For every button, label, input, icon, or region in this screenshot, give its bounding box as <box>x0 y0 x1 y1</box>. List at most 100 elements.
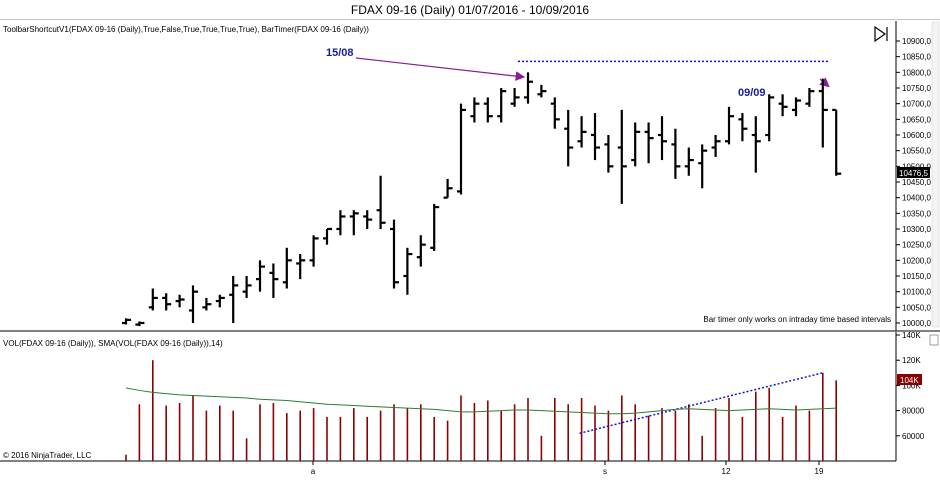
price-y-axis: 10900,0 10850,0 10800,0 10750,0 10700,0 10650… <box>896 37 931 328</box>
ohlc-bar <box>349 210 359 236</box>
ohlc-bar <box>202 297 212 311</box>
ohlc-bar <box>256 260 265 292</box>
x-tick-label: 12 <box>722 467 731 476</box>
ohlc-bar <box>537 84 547 98</box>
ohlc-bar <box>363 210 373 229</box>
volume-trend-line <box>579 372 823 435</box>
last-price-text: 10476,5 <box>899 169 928 178</box>
ohlc-bar <box>658 116 667 161</box>
ohlc-bar <box>282 247 292 289</box>
ohlc-bar <box>470 97 480 123</box>
ohlc-bar <box>323 227 332 245</box>
annotation-15-08: 15/08 <box>326 47 354 59</box>
arrow-15-08 <box>355 57 526 81</box>
ohlc-bar <box>550 97 560 129</box>
ohlc-bar <box>483 97 493 123</box>
ohlc-bar <box>524 72 533 104</box>
price-tick-label: 10750,0 <box>902 84 931 93</box>
ohlc-bar <box>577 116 587 148</box>
volume-panel-toggle-icon[interactable] <box>929 334 939 346</box>
price-bars <box>122 72 842 327</box>
ohlc-bar <box>497 88 507 123</box>
ohlc-bar <box>564 109 574 167</box>
x-tick-label: s <box>603 467 607 476</box>
price-tick-label: 10600,0 <box>902 131 931 140</box>
ohlc-bar <box>229 276 239 323</box>
sma-line <box>125 387 837 415</box>
ohlc-bar <box>631 122 641 167</box>
arrow-09-09 <box>819 77 830 88</box>
bar-timer-message: Bar timer only works on intraday time ba… <box>703 315 891 324</box>
ohlc-bar <box>269 263 279 298</box>
toolbar-toggle-icon[interactable] <box>874 25 888 43</box>
last-volume-box <box>897 374 922 385</box>
last-price-box <box>897 167 930 178</box>
ohlc-bar <box>832 108 842 176</box>
ohlc-bar <box>416 235 426 267</box>
volume-indicator-label: VOL(FDAX 09-16 (Daily)), SMA(VOL(FDAX 09… <box>3 339 223 348</box>
price-tick-label: 10150,0 <box>902 272 931 281</box>
ohlc-bar <box>430 203 440 251</box>
ohlc-bar <box>175 294 185 308</box>
last-volume-marker: 104K <box>897 374 922 385</box>
ohlc-bar <box>296 254 306 280</box>
price-tick-label: 10900,0 <box>902 37 931 46</box>
price-tick-label: 10300,0 <box>902 225 931 234</box>
ohlc-bar <box>189 285 198 323</box>
ohlc-bar <box>684 147 694 176</box>
price-tick-label: 10000,0 <box>902 319 931 328</box>
ohlc-bar <box>122 318 131 325</box>
ohlc-bar <box>591 113 600 161</box>
ohlc-bar <box>215 294 225 308</box>
ohlc-bar <box>644 122 654 164</box>
price-indicator-label: ToolbarShortcutV1(FDAX 09-16 (Daily),Tru… <box>3 25 369 34</box>
last-volume-text: 104K <box>900 376 919 385</box>
ohlc-bar <box>604 135 614 173</box>
volume-panel: VOL(FDAX 09-16 (Daily)), SMA(VOL(FDAX 09… <box>0 331 939 462</box>
ohlc-bar <box>698 144 708 189</box>
x-tick-label: 19 <box>815 467 824 476</box>
ohlc-bar <box>162 293 172 311</box>
price-tick-label: 10800,0 <box>902 68 931 77</box>
ohlc-bar <box>671 128 681 179</box>
ohlc-bar <box>376 175 386 229</box>
volume-tick-label: 100K <box>902 381 921 390</box>
ohlc-bar <box>135 321 145 327</box>
copyright-text: © 2016 NinjaTrader, LLC <box>3 451 92 460</box>
volume-tick-label: 60000 <box>902 432 925 441</box>
price-tick-label: 10500,0 <box>902 162 931 171</box>
price-panel: ToolbarShortcutV1(FDAX 09-16 (Daily),Tru… <box>0 21 940 332</box>
price-annotations <box>355 57 830 88</box>
price-tick-label: 10350,0 <box>902 209 931 218</box>
ohlc-bar <box>818 78 828 148</box>
right-scroll-gutter[interactable] <box>931 21 940 328</box>
ohlc-bar <box>336 210 346 236</box>
ohlc-bar <box>751 116 761 173</box>
x-axis: a s 12 19 <box>311 461 824 476</box>
price-tick-label: 10700,0 <box>902 100 931 109</box>
ohlc-bar <box>403 247 413 295</box>
volume-tick-label: 80000 <box>902 407 925 416</box>
price-tick-label: 10550,0 <box>902 147 931 156</box>
ohlc-bar <box>443 178 453 199</box>
x-tick-label: a <box>311 467 316 476</box>
price-tick-label: 10100,0 <box>902 288 931 297</box>
volume-tick-label: 140K <box>902 331 921 340</box>
price-tick-label: 10400,0 <box>902 194 931 203</box>
ohlc-bar <box>805 88 815 107</box>
ohlc-bar <box>792 97 801 117</box>
ohlc-bar <box>309 235 319 267</box>
ohlc-bar <box>242 276 252 298</box>
volume-tick-label: 120K <box>902 356 921 365</box>
volume-bars <box>125 360 838 461</box>
ohlc-bar <box>457 103 466 195</box>
window-title: FDAX 09-16 (Daily) 01/07/2016 - 10/09/20… <box>0 0 940 20</box>
annotation-09-09: 09/09 <box>738 87 766 99</box>
ohlc-bar <box>711 135 721 157</box>
ohlc-bar <box>510 88 520 107</box>
ohlc-bar <box>725 106 734 145</box>
ohlc-bar <box>778 94 788 117</box>
last-price-marker: 10476,5 <box>897 167 930 178</box>
ohlc-bar <box>390 219 399 289</box>
